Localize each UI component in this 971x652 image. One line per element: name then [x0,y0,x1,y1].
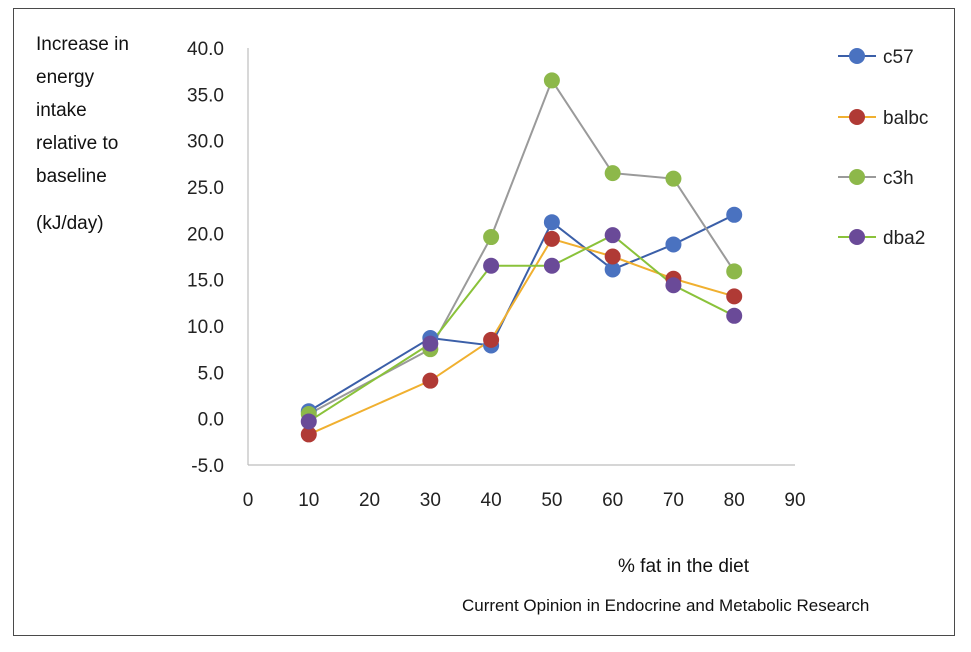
y-axis-label-line: energy [36,67,95,88]
legend-label-balbc: balbc [883,108,928,129]
series-line-dba2 [308,234,735,423]
data-point-dba2 [604,227,621,244]
x-tick-label: 50 [541,490,562,511]
x-tick-label: 90 [784,490,805,511]
data-point-balbc [422,372,439,389]
y-tick-label: 40.0 [187,39,224,60]
x-tick-label: 0 [243,490,254,511]
data-point-dba2 [726,307,743,324]
y-tick-label: 20.0 [187,224,224,245]
data-point-balbc [543,230,560,247]
legend-marker-c57 [849,48,865,64]
y-tick-label: 30.0 [187,132,224,153]
y-tick-label: 35.0 [187,85,224,106]
data-point-balbc [726,288,743,305]
data-point-c3h [726,263,743,280]
y-axis-label-line: baseline [36,166,107,187]
y-axis-label-line: relative to [36,133,119,154]
legend-marker-c3h [849,169,865,185]
data-point-c57 [726,206,743,223]
data-point-c3h [483,229,500,246]
data-point-dba2 [543,257,560,274]
y-tick-label: -5.0 [191,456,224,477]
x-tick-label: 30 [420,490,441,511]
series-line-balbc [308,237,735,436]
data-point-c3h [543,72,560,89]
y-axis-unit: (kJ/day) [36,213,104,234]
x-tick-label: 70 [663,490,684,511]
x-tick-label: 60 [602,490,623,511]
chart-frame [13,8,955,636]
x-tick-label: 80 [724,490,745,511]
data-point-balbc [483,331,500,348]
legend-marker-dba2 [849,229,865,245]
y-tick-label: 15.0 [187,271,224,292]
legend-label-dba2: dba2 [883,228,925,249]
y-axis-label-line: Increase in [36,34,129,55]
y-axis-label-line: intake [36,100,87,121]
data-point-c57 [604,261,621,278]
data-point-dba2 [300,413,317,430]
data-point-dba2 [422,335,439,352]
y-tick-label: 0.0 [198,410,224,431]
x-tick-label: 40 [481,490,502,511]
data-point-c3h [665,170,682,187]
data-point-c57 [543,214,560,231]
legend-label-c3h: c3h [883,168,914,189]
y-tick-label: 10.0 [187,317,224,338]
data-point-c57 [665,236,682,253]
x-axis-label: % fat in the diet [618,556,749,577]
data-point-dba2 [665,277,682,294]
data-point-balbc [300,426,317,443]
y-axis-label: Increase in energy intake relative to ba… [36,28,166,240]
y-tick-label: 25.0 [187,178,224,199]
data-point-balbc [604,248,621,265]
x-tick-label: 20 [359,490,380,511]
source-caption: Current Opinion in Endocrine and Metabol… [462,596,870,615]
legend-label-c57: c57 [883,47,914,68]
legend-marker-balbc [849,109,865,125]
data-point-dba2 [483,257,500,274]
data-point-c3h [604,165,621,182]
y-tick-label: 5.0 [198,363,224,384]
x-tick-label: 10 [298,490,319,511]
